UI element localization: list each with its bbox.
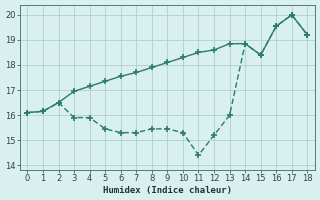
X-axis label: Humidex (Indice chaleur): Humidex (Indice chaleur) <box>103 186 232 195</box>
